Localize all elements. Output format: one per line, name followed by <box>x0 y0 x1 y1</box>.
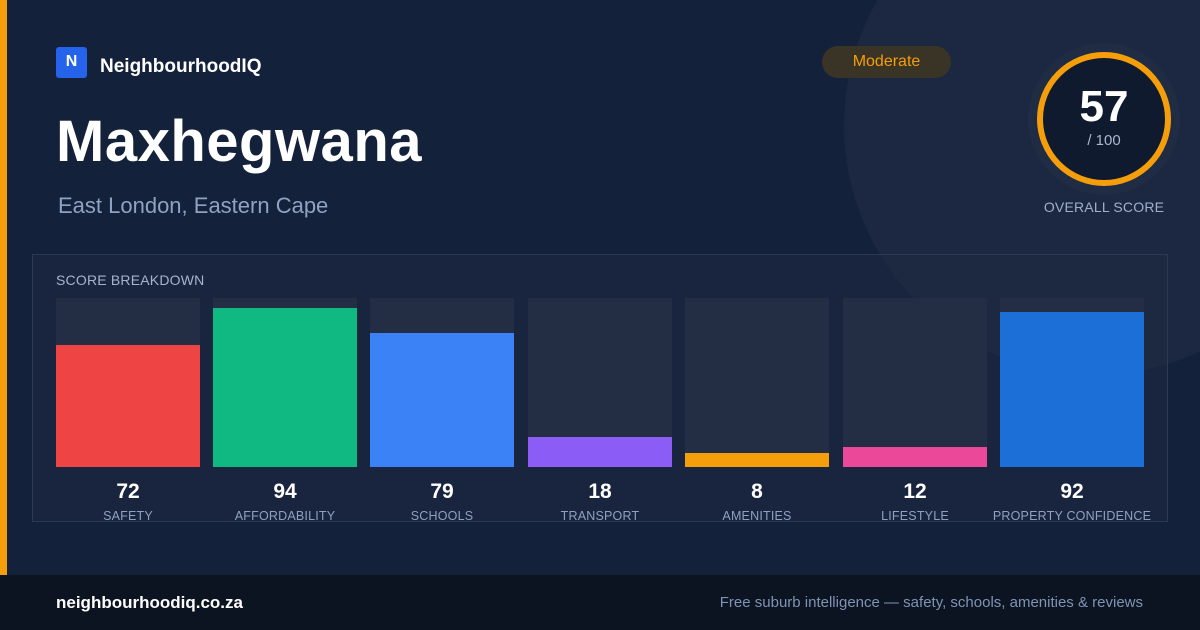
bar-value-affordability: 94 <box>273 480 297 503</box>
suburb-location: East London, Eastern Cape <box>58 193 329 218</box>
rating-badge: Moderate <box>822 46 951 78</box>
bar-label-affordability: AFFORDABILITY <box>234 509 336 523</box>
bar-track <box>370 298 514 467</box>
bar-track <box>685 298 829 467</box>
overall-score-ring: 57 / 100 <box>1028 43 1180 195</box>
footer-tagline: Free suburb intelligence — safety, schoo… <box>719 594 1143 611</box>
footer: neighbourhoodiq.co.za Free suburb intell… <box>0 575 1200 630</box>
score-breakdown-panel: SCORE BREAKDOWN 72 SAFETY 94 AFFORDABILI… <box>32 254 1168 523</box>
bar-label-safety: SAFETY <box>103 509 153 523</box>
bar-fill-property-confidence <box>1000 312 1144 467</box>
bar-fill-transport <box>528 437 672 467</box>
bar-fill-schools <box>370 333 514 467</box>
bar-track <box>213 298 357 467</box>
overall-score-value: 57 <box>1079 82 1129 131</box>
score-ring-graphic <box>1028 43 1180 195</box>
bar-value-amenities: 8 <box>751 480 763 503</box>
bar-track <box>1000 298 1144 467</box>
overall-score-max: / 100 <box>1087 132 1121 149</box>
bar-value-transport: 18 <box>588 480 612 503</box>
bar-label-schools: SCHOOLS <box>410 509 474 523</box>
bar-label-transport: TRANSPORT <box>560 509 640 523</box>
bar-label-amenities: AMENITIES <box>722 509 792 523</box>
bar-track <box>56 298 200 467</box>
bar-value-property-confidence: 92 <box>1060 480 1084 503</box>
bar-fill-lifestyle <box>843 447 987 467</box>
logo-icon: N <box>56 46 87 78</box>
accent-stripe <box>0 0 7 575</box>
bar-value-safety: 72 <box>116 480 140 503</box>
bar-value-schools: 79 <box>430 480 454 503</box>
bar-fill-amenities <box>685 453 829 467</box>
suburb-title: Maxhegwana <box>56 109 422 174</box>
bar-label-property-confidence: PROPERTY CONFIDENCE <box>992 509 1152 523</box>
breakdown-heading: SCORE BREAKDOWN <box>56 272 205 288</box>
brand-name: NeighbourhoodIQ <box>100 56 262 77</box>
footer-url-link[interactable]: neighbourhoodiq.co.za <box>56 593 243 612</box>
score-ring-arc <box>1037 52 1171 186</box>
overall-score-label: OVERALL SCORE <box>1043 199 1165 215</box>
bar-label-lifestyle: LIFESTYLE <box>881 509 949 523</box>
bar-fill-safety <box>56 345 200 467</box>
bar-track <box>528 298 672 467</box>
brand[interactable]: N NeighbourhoodIQ <box>56 46 261 78</box>
bar-track <box>843 298 987 467</box>
bar-value-lifestyle: 12 <box>903 480 927 503</box>
bar-fill-affordability <box>213 308 357 467</box>
share-card: N NeighbourhoodIQ Moderate Maxhegwana Ea… <box>0 0 1180 575</box>
